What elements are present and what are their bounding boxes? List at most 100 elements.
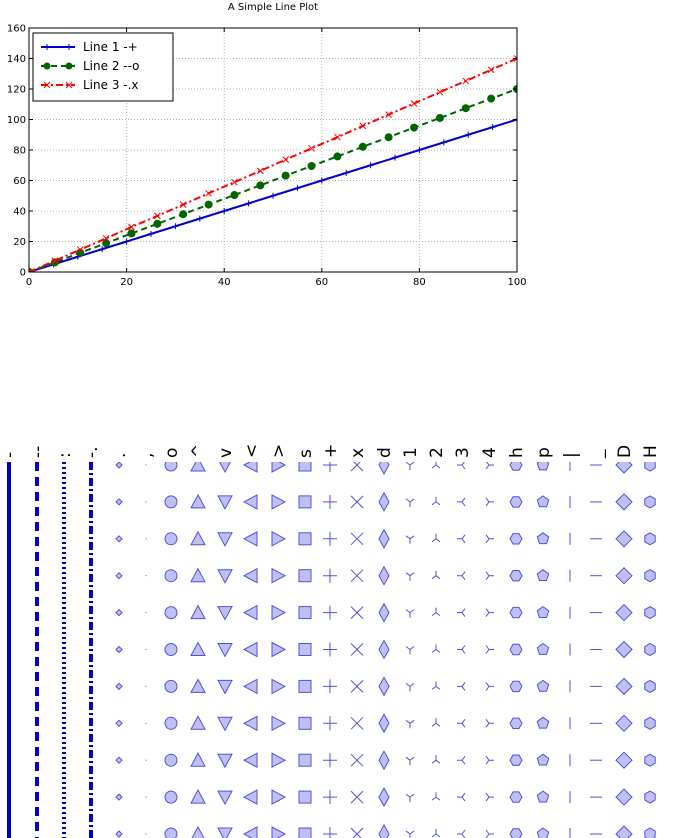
marker-sample [298,569,312,583]
data-point-line3 [513,55,517,62]
column-label: , [137,453,157,458]
marker-sample [405,462,415,470]
marker-sample [350,532,364,546]
marker-sample [405,498,415,507]
data-point-line1 [465,131,472,138]
data-point-line1 [343,169,350,176]
marker-sample [242,789,258,805]
marker-sample [431,607,441,616]
data-point-line2 [281,171,290,180]
marker-sample [536,532,550,545]
marker-sample [644,495,656,509]
data-point-line2 [230,190,239,199]
y-tick-label: 0 [20,268,26,279]
y-tick-label: 20 [13,237,26,248]
marker-sample [536,716,550,729]
column-label: h [507,447,527,458]
marker-sample [145,501,147,503]
marker-sample [145,796,147,798]
marker-sample [536,462,550,471]
marker-sample [190,462,206,472]
marker-sample [378,823,390,838]
chart-title: A Simple Line Plot [228,2,318,13]
marker-sample [115,682,123,691]
marker-sample [242,494,258,510]
data-point-line1 [196,215,203,222]
marker-sample [485,719,494,728]
marker-sample [536,569,550,582]
y-tick-label: 120 [7,85,26,96]
marker-sample [145,464,147,466]
data-point-line2 [384,133,393,142]
marker-sample [190,530,206,546]
marker-sample [271,789,287,805]
marker-sample [509,717,523,729]
marker-sample [536,753,550,766]
marker-sample [115,462,123,469]
marker-sample [298,495,312,509]
marker-sample [457,682,466,691]
marker-sample [405,609,415,618]
marker-sample [145,685,147,687]
data-point-line3 [102,234,110,242]
marker-sample [164,716,178,730]
marker-sample [644,790,656,804]
marker-sample [271,604,287,621]
data-point-line2 [410,123,419,132]
marker-sample [378,787,390,808]
marker-sample [190,567,206,583]
marker-sample [644,462,656,472]
marker-sample [298,643,312,656]
line-plot-chart: A Simple Line Plot 0 20 40 60 80 100 0 20 40 60 80 1… [7,2,527,288]
marker-sample [378,713,390,734]
marker-grid [7,462,656,838]
marker-sample [145,575,147,577]
y-tick-label: 160 [7,24,26,35]
marker-sample [644,827,656,838]
marker-sample [378,639,390,660]
data-point-line3 [462,77,470,85]
data-point-line1 [489,124,496,131]
column-label: o [162,448,182,458]
data-point-line2 [333,152,342,161]
legend-label: Line 1 -+ [83,40,138,54]
y-tick-label: 140 [7,54,26,65]
column-label: < [242,444,262,458]
marker-sample [190,604,206,620]
marker-sample [298,716,312,730]
marker-sample [485,682,494,691]
marker-sample [615,714,633,733]
marker-sample [323,568,337,583]
marker-sample [350,827,364,838]
marker-sample [298,753,312,767]
marker-sample [405,572,415,581]
marker-sample [431,462,441,469]
marker-sample [217,679,233,695]
marker-sample [509,791,523,803]
marker-sample [485,462,494,470]
marker-sample [191,825,205,838]
legend-swatch-marker [43,62,51,70]
marker-sample [485,829,494,838]
marker-sample [457,719,466,728]
legend-swatch-marker [43,81,51,89]
marker-sample [350,680,364,693]
marker-sample [536,642,550,655]
marker-sample [615,603,633,622]
data-point-line3 [51,257,59,265]
marker-sample [145,722,147,724]
column-label: + [321,444,341,458]
series-line-3 [29,57,517,272]
marker-sample [378,462,390,476]
marker-sample [217,716,233,732]
marker-sample [242,462,258,473]
marker-sample [509,462,523,471]
data-point-line1 [294,185,301,192]
marker-sample [485,755,494,765]
marker-sample [298,827,312,838]
data-point-line1 [99,246,106,253]
marker-sample [115,793,123,801]
marker-sample [615,788,633,806]
marker-sample [350,753,364,767]
marker-sample [405,535,415,544]
